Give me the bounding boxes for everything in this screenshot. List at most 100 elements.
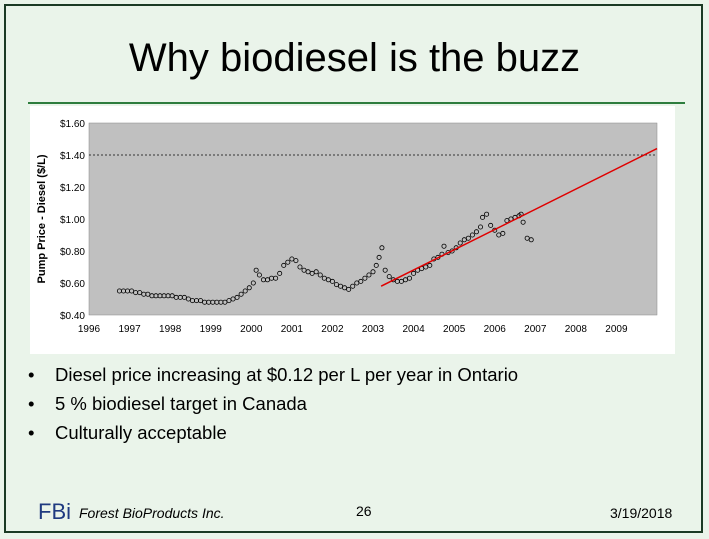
x-tick-label: 2008	[565, 324, 588, 335]
x-tick-label: 2004	[402, 324, 425, 335]
data-point	[273, 275, 279, 281]
data-point	[524, 235, 530, 241]
data-point	[342, 285, 348, 291]
data-point	[242, 288, 248, 294]
data-point	[423, 264, 429, 270]
bullet-text: Culturally acceptable	[55, 422, 227, 443]
y-axis-label: Pump Price - Diesel ($/L)	[36, 154, 48, 283]
bullet-item: • Diesel price increasing at $0.12 per L …	[28, 360, 518, 389]
data-point	[366, 272, 372, 278]
data-point	[354, 280, 360, 286]
data-point	[181, 294, 187, 300]
footer-logo: FBi	[38, 499, 71, 524]
data-point	[317, 272, 323, 278]
page-title: Why biodiesel is the buzz	[128, 36, 581, 80]
bullet-marker: •	[28, 393, 35, 414]
data-point	[198, 298, 204, 304]
data-point	[488, 222, 494, 228]
data-point	[185, 296, 191, 302]
data-point	[329, 278, 335, 284]
x-tick-label: 1999	[200, 324, 223, 335]
data-point	[293, 258, 299, 264]
data-point	[277, 270, 283, 276]
data-point	[321, 275, 327, 281]
data-point	[528, 237, 534, 243]
data-point	[457, 240, 463, 246]
y-tick-label: $0.60	[60, 279, 85, 290]
data-point	[309, 270, 315, 276]
data-point	[376, 254, 382, 260]
x-tick-label: 2003	[362, 324, 385, 335]
data-point	[305, 269, 311, 275]
data-point	[289, 256, 295, 262]
data-point	[500, 230, 506, 236]
data-point	[362, 275, 368, 281]
data-point	[402, 277, 408, 283]
data-point	[230, 296, 236, 302]
trend-line	[380, 147, 658, 287]
data-point	[373, 262, 379, 268]
data-point	[358, 278, 364, 284]
data-point	[338, 283, 344, 289]
x-tick-label: 1996	[78, 324, 101, 335]
data-point	[325, 277, 331, 283]
data-point	[427, 262, 433, 268]
data-point	[484, 211, 490, 217]
x-tick-label: 2001	[281, 324, 304, 335]
data-point	[313, 269, 319, 275]
bullet-text: 5 % biodiesel target in Canada	[55, 393, 307, 414]
y-tick-label: $1.60	[60, 119, 85, 130]
bullet-list: • Diesel price increasing at $0.12 per L …	[28, 360, 518, 447]
data-point	[398, 278, 404, 284]
bullet-marker: •	[28, 422, 35, 443]
data-point	[346, 286, 352, 292]
y-tick-label: $0.80	[60, 247, 85, 258]
data-point	[386, 274, 392, 280]
data-point	[301, 267, 307, 273]
y-tick-label: $1.00	[60, 215, 85, 226]
y-axis: $0.40 $0.60 $0.80 $1.00 $1.20 $1.40 $1.60	[60, 119, 85, 322]
data-point	[169, 293, 175, 299]
data-point	[379, 245, 385, 251]
data-point	[382, 267, 388, 273]
data-point	[246, 285, 252, 291]
data-point	[253, 267, 259, 273]
data-point	[478, 224, 484, 230]
data-point	[407, 275, 413, 281]
bullet-text: Diesel price increasing at $0.12 per L p…	[55, 364, 519, 385]
data-point	[234, 294, 240, 300]
bullet-item: • 5 % biodiesel target in Canada	[28, 389, 518, 418]
data-point	[145, 291, 151, 297]
chart-container: $0.40 $0.60 $0.80 $1.00 $1.20 $1.40 $1.60 1996…	[30, 106, 675, 354]
data-point	[129, 288, 135, 294]
x-tick-label: 2002	[321, 324, 344, 335]
data-point	[465, 235, 471, 241]
data-point	[238, 291, 244, 297]
data-point	[265, 277, 271, 283]
data-point	[469, 232, 475, 238]
x-tick-label: 2000	[240, 324, 263, 335]
chart: $0.40 $0.60 $0.80 $1.00 $1.20 $1.40 $1.60 1996…	[36, 119, 658, 335]
x-tick-label: 2007	[524, 324, 547, 335]
plot-area	[88, 122, 658, 316]
data-point	[137, 290, 143, 296]
data-point	[297, 264, 303, 270]
data-point	[441, 243, 447, 249]
bullet-marker: •	[28, 364, 35, 385]
bullet-item: • Culturally acceptable	[28, 418, 518, 447]
data-point	[256, 272, 262, 278]
y-tick-label: $0.40	[60, 311, 85, 322]
footer-org-name: Forest BioProducts Inc.	[79, 505, 225, 521]
title-divider	[28, 102, 685, 104]
page-number: 26	[356, 503, 372, 519]
data-point	[281, 262, 287, 268]
data-point	[350, 283, 356, 289]
data-point	[370, 269, 376, 275]
y-tick-label: $1.20	[60, 183, 85, 194]
x-tick-label: 2005	[443, 324, 466, 335]
footer-date: 3/19/2018	[610, 505, 673, 521]
data-point	[480, 214, 486, 220]
y-tick-label: $1.40	[60, 151, 85, 162]
data-point	[411, 270, 417, 276]
x-tick-label: 1997	[118, 324, 141, 335]
